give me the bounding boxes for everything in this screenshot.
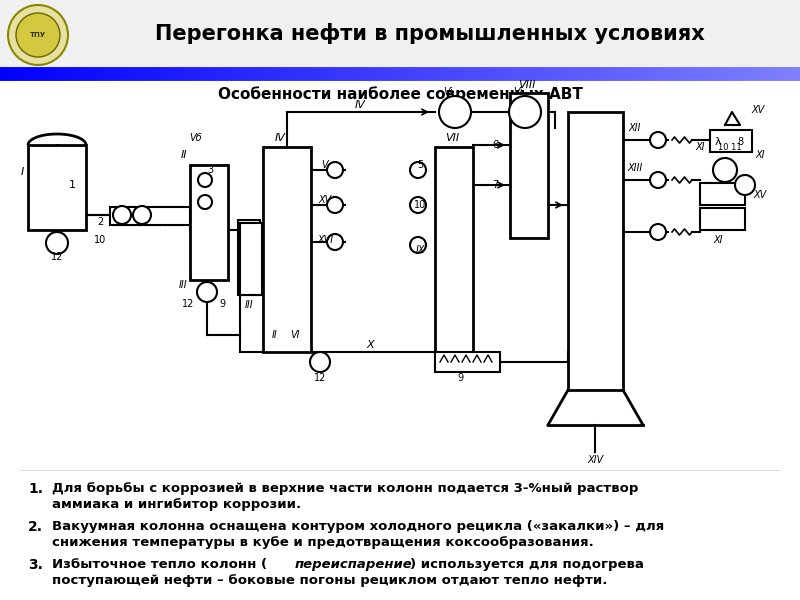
Text: 1: 1	[69, 180, 75, 190]
Text: XI: XI	[714, 235, 722, 245]
Text: Перегонка нефти в промышленных условиях: Перегонка нефти в промышленных условиях	[155, 22, 705, 43]
Text: I: I	[20, 167, 24, 177]
Bar	[435, 352, 500, 372]
Text: XI: XI	[695, 142, 705, 152]
Text: 12: 12	[51, 252, 63, 262]
Text: снижения температуры в кубе и предотвращения коксообразования.: снижения температуры в кубе и предотвращ…	[52, 536, 594, 549]
Bar	[0, 0, 800, 70]
Text: аммиака и ингибитор коррозии.: аммиака и ингибитор коррозии.	[52, 498, 301, 511]
Text: поступающей нефти – боковые погоны рециклом отдают тепло нефти.: поступающей нефти – боковые погоны рецик…	[52, 574, 607, 587]
Text: 3: 3	[207, 165, 213, 175]
Text: XIV: XIV	[587, 455, 603, 465]
Text: Vi: Vi	[514, 87, 522, 97]
Text: XVI: XVI	[317, 235, 333, 245]
Text: 1.: 1.	[28, 482, 43, 496]
Text: XIII: XIII	[627, 163, 642, 173]
Text: VII: VII	[445, 133, 459, 143]
Circle shape	[8, 5, 68, 65]
Text: 9: 9	[457, 373, 463, 383]
Bar	[568, 112, 623, 390]
Text: 3.: 3.	[28, 558, 43, 572]
Circle shape	[46, 232, 68, 254]
Text: VIII: VIII	[518, 80, 536, 90]
Text: ) используется для подогрева: ) используется для подогрева	[410, 558, 644, 571]
Text: 6: 6	[492, 140, 498, 150]
Circle shape	[713, 158, 737, 182]
Text: Vб: Vб	[190, 133, 202, 143]
Circle shape	[439, 96, 471, 128]
Text: XI: XI	[755, 150, 765, 160]
Bar	[190, 165, 228, 280]
Circle shape	[650, 132, 666, 148]
Text: 8: 8	[737, 137, 743, 147]
Circle shape	[410, 237, 426, 253]
Bar	[238, 220, 260, 295]
Circle shape	[509, 96, 541, 128]
Text: 12: 12	[314, 373, 326, 383]
Circle shape	[650, 172, 666, 188]
Bar	[240, 223, 262, 295]
Text: λ: λ	[714, 137, 722, 147]
Text: XV: XV	[318, 195, 332, 205]
Text: 9: 9	[219, 299, 225, 309]
Circle shape	[327, 234, 343, 250]
Text: 2.: 2.	[28, 520, 43, 534]
Bar	[28, 145, 86, 230]
Text: VI: VI	[290, 330, 300, 340]
Text: 12: 12	[182, 299, 194, 309]
Bar	[700, 208, 745, 230]
Text: Вакуумная колонна оснащена контуром холодного рецикла («закалки») – для: Вакуумная колонна оснащена контуром холо…	[52, 520, 664, 533]
Circle shape	[327, 197, 343, 213]
Text: Особенности наиболее современных АВТ: Особенности наиболее современных АВТ	[218, 86, 582, 102]
Text: IX: IX	[415, 245, 425, 255]
Text: IV: IV	[354, 100, 366, 110]
Circle shape	[133, 206, 151, 224]
Text: X: X	[366, 340, 374, 350]
Circle shape	[198, 195, 212, 209]
Text: 5: 5	[417, 160, 423, 170]
Text: II: II	[181, 150, 187, 160]
Text: II: II	[272, 330, 278, 340]
Text: 2: 2	[97, 217, 103, 227]
Text: 10: 10	[94, 235, 106, 245]
Bar	[110, 207, 190, 225]
Bar	[510, 93, 548, 238]
Bar	[263, 147, 311, 352]
Circle shape	[198, 173, 212, 187]
Text: 10 11: 10 11	[718, 142, 742, 151]
Text: III: III	[178, 280, 187, 290]
Bar	[700, 183, 745, 205]
Text: Vi: Vi	[443, 87, 453, 97]
Circle shape	[16, 13, 60, 57]
Text: XII: XII	[629, 123, 641, 133]
Circle shape	[410, 162, 426, 178]
Text: переиспарение: переиспарение	[295, 558, 413, 571]
Text: 10: 10	[414, 200, 426, 210]
Text: ТПУ: ТПУ	[30, 32, 46, 38]
Text: IV: IV	[274, 133, 286, 143]
Text: V: V	[322, 160, 328, 170]
Bar	[710, 130, 752, 152]
Circle shape	[410, 197, 426, 213]
Text: XV: XV	[754, 190, 766, 200]
Circle shape	[197, 282, 217, 302]
Text: 7: 7	[492, 180, 498, 190]
Circle shape	[327, 162, 343, 178]
Bar	[435, 147, 473, 352]
Circle shape	[650, 224, 666, 240]
Text: Избыточное тепло колонн (: Избыточное тепло колонн (	[52, 558, 267, 571]
Circle shape	[113, 206, 131, 224]
Circle shape	[735, 175, 755, 195]
Text: XV: XV	[751, 105, 765, 115]
Circle shape	[310, 352, 330, 372]
Text: III: III	[245, 300, 254, 310]
Text: Для борьбы с коррозией в верхние части колонн подается 3-%ный раствор: Для борьбы с коррозией в верхние части к…	[52, 482, 638, 495]
